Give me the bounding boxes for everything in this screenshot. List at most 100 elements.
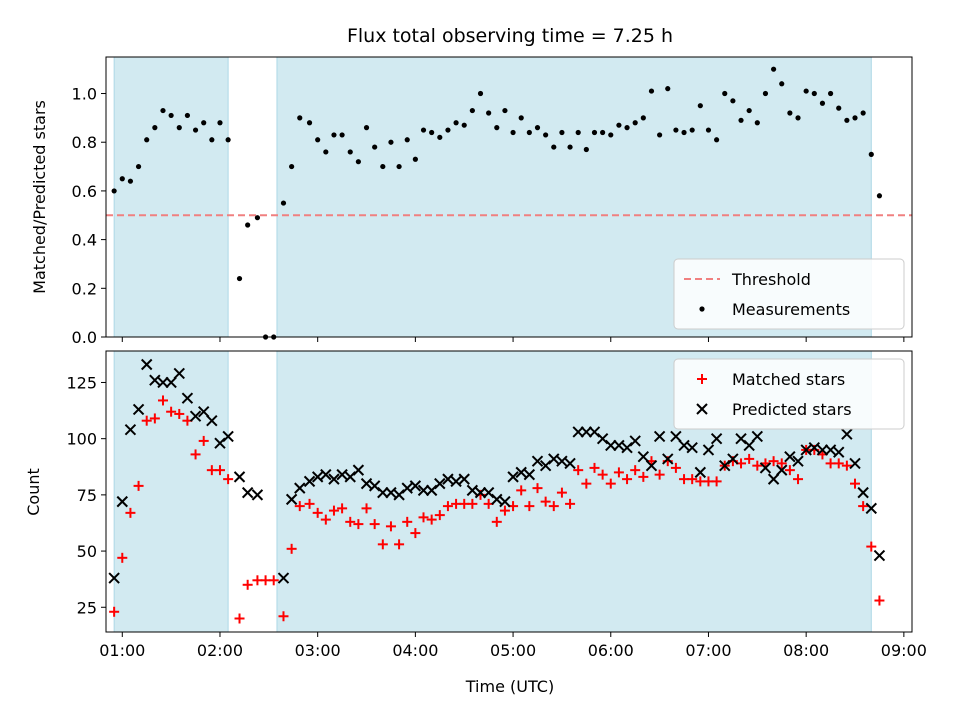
bottom-point-0-63 — [630, 465, 641, 476]
top-point-0-71 — [697, 103, 703, 109]
top-y-tick-label-3: 0.6 — [72, 182, 97, 201]
bottom-point-1-8 — [173, 367, 185, 380]
bottom-point-0-7 — [166, 406, 177, 417]
bottom-point-1-17 — [251, 489, 264, 501]
bottom-point-1-11 — [197, 405, 210, 418]
bottom-y-tick-label-3: 100 — [66, 430, 97, 449]
bottom-point-1-10 — [189, 410, 202, 422]
bottom-point-1-66 — [670, 430, 682, 443]
bottom-point-1-25 — [336, 468, 348, 481]
bottom-point-1-35 — [417, 484, 430, 497]
bottom-point-1-91 — [873, 549, 886, 562]
bottom-point-1-87 — [841, 428, 853, 440]
bottom-shaded-region-0 — [113, 350, 229, 633]
top-point-0-93 — [876, 193, 883, 199]
bottom-point-1-70 — [702, 444, 715, 456]
bottom-point-0-27 — [337, 503, 348, 514]
bottom-point-0-61 — [613, 467, 624, 478]
bottom-point-0-25 — [320, 514, 331, 525]
bottom-point-0-60 — [605, 478, 616, 489]
bottom-point-0-13 — [214, 465, 225, 476]
bottom-y-tick-label-4: 125 — [66, 373, 97, 392]
x-tick-label-7: 08:00 — [783, 641, 829, 660]
bottom-point-1-52 — [556, 455, 568, 467]
top-point-0-64 — [640, 115, 646, 121]
bottom-point-1-42 — [474, 486, 487, 499]
top-point-0-9 — [184, 112, 191, 119]
top-series-dot — [111, 66, 883, 340]
bottom-point-1-5 — [149, 374, 161, 386]
bottom-point-1-73 — [727, 453, 739, 465]
bottom-point-1-15 — [233, 471, 246, 483]
bottom-point-1-83 — [808, 441, 821, 454]
top-point-0-60 — [608, 132, 614, 138]
bottom-point-0-53 — [548, 501, 559, 512]
bottom-point-1-3 — [132, 403, 145, 416]
bottom-point-0-46 — [491, 516, 502, 527]
top-point-0-15 — [236, 275, 243, 282]
bottom-point-0-66 — [654, 469, 665, 480]
top-point-0-29 — [355, 159, 361, 165]
bottom-point-1-65 — [662, 453, 674, 465]
bottom-point-0-49 — [516, 485, 527, 496]
bottom-point-0-29 — [353, 519, 364, 530]
top-point-0-52 — [543, 132, 549, 138]
top-point-0-45 — [486, 110, 492, 116]
bottom-point-1-1 — [116, 495, 128, 508]
bottom-point-0-22 — [294, 501, 305, 512]
x-axis-label: Time (UTC) — [465, 677, 554, 696]
bottom-point-1-82 — [800, 444, 812, 456]
top-point-0-38 — [429, 129, 435, 136]
top-point-0-2 — [127, 178, 134, 184]
bottom-point-1-77 — [759, 462, 772, 474]
bottom-point-0-10 — [190, 449, 201, 460]
bottom-point-0-31 — [369, 519, 380, 530]
top-point-0-61 — [616, 122, 622, 128]
top-point-0-63 — [632, 120, 638, 126]
bottom-point-0-62 — [622, 474, 633, 485]
bottom-point-0-78 — [752, 460, 763, 471]
top-point-0-6 — [160, 107, 166, 114]
top-point-0-27 — [339, 132, 345, 138]
bottom-point-1-71 — [710, 432, 723, 445]
bottom-point-0-68 — [670, 462, 681, 473]
bottom-point-1-79 — [776, 464, 788, 476]
top-point-0-41 — [453, 120, 459, 126]
top-point-0-47 — [502, 107, 508, 114]
bottom-point-0-34 — [394, 539, 405, 550]
top-point-0-36 — [412, 156, 418, 162]
bottom-point-0-43 — [467, 498, 478, 509]
top-point-0-12 — [209, 137, 215, 143]
bottom-point-1-46 — [507, 471, 519, 483]
top-point-0-20 — [280, 200, 287, 206]
bottom-point-1-28 — [360, 477, 373, 490]
bottom-point-1-53 — [564, 457, 576, 470]
bottom-point-0-4 — [141, 415, 152, 426]
bottom-point-0-91 — [858, 501, 869, 512]
top-shaded-region-0 — [113, 56, 229, 338]
top-point-0-69 — [681, 129, 687, 136]
top-point-0-7 — [168, 112, 174, 119]
top-point-0-28 — [347, 149, 353, 155]
top-point-0-79 — [762, 90, 769, 97]
bottom-point-1-4 — [140, 358, 153, 371]
top-point-0-74 — [722, 90, 728, 97]
bottom-point-0-38 — [426, 514, 437, 525]
bottom-point-1-16 — [241, 486, 254, 499]
bottom-point-1-58 — [605, 439, 617, 452]
top-point-0-16 — [245, 222, 251, 228]
bottom-point-0-56 — [573, 465, 584, 476]
bottom-point-1-86 — [833, 446, 845, 458]
bottom-point-1-2 — [124, 423, 137, 436]
bottom-point-1-30 — [377, 486, 389, 499]
bottom-point-0-20 — [278, 611, 289, 622]
top-point-0-82 — [787, 110, 793, 116]
top-legend-swatch-1 — [699, 306, 705, 312]
top-point-0-26 — [331, 132, 337, 138]
top-point-0-56 — [575, 129, 581, 136]
bottom-point-0-6 — [157, 395, 168, 406]
top-y-tick-label-4: 0.8 — [72, 133, 97, 152]
bottom-point-1-31 — [385, 486, 397, 499]
top-point-0-14 — [225, 137, 231, 143]
bottom-point-1-80 — [784, 450, 796, 463]
